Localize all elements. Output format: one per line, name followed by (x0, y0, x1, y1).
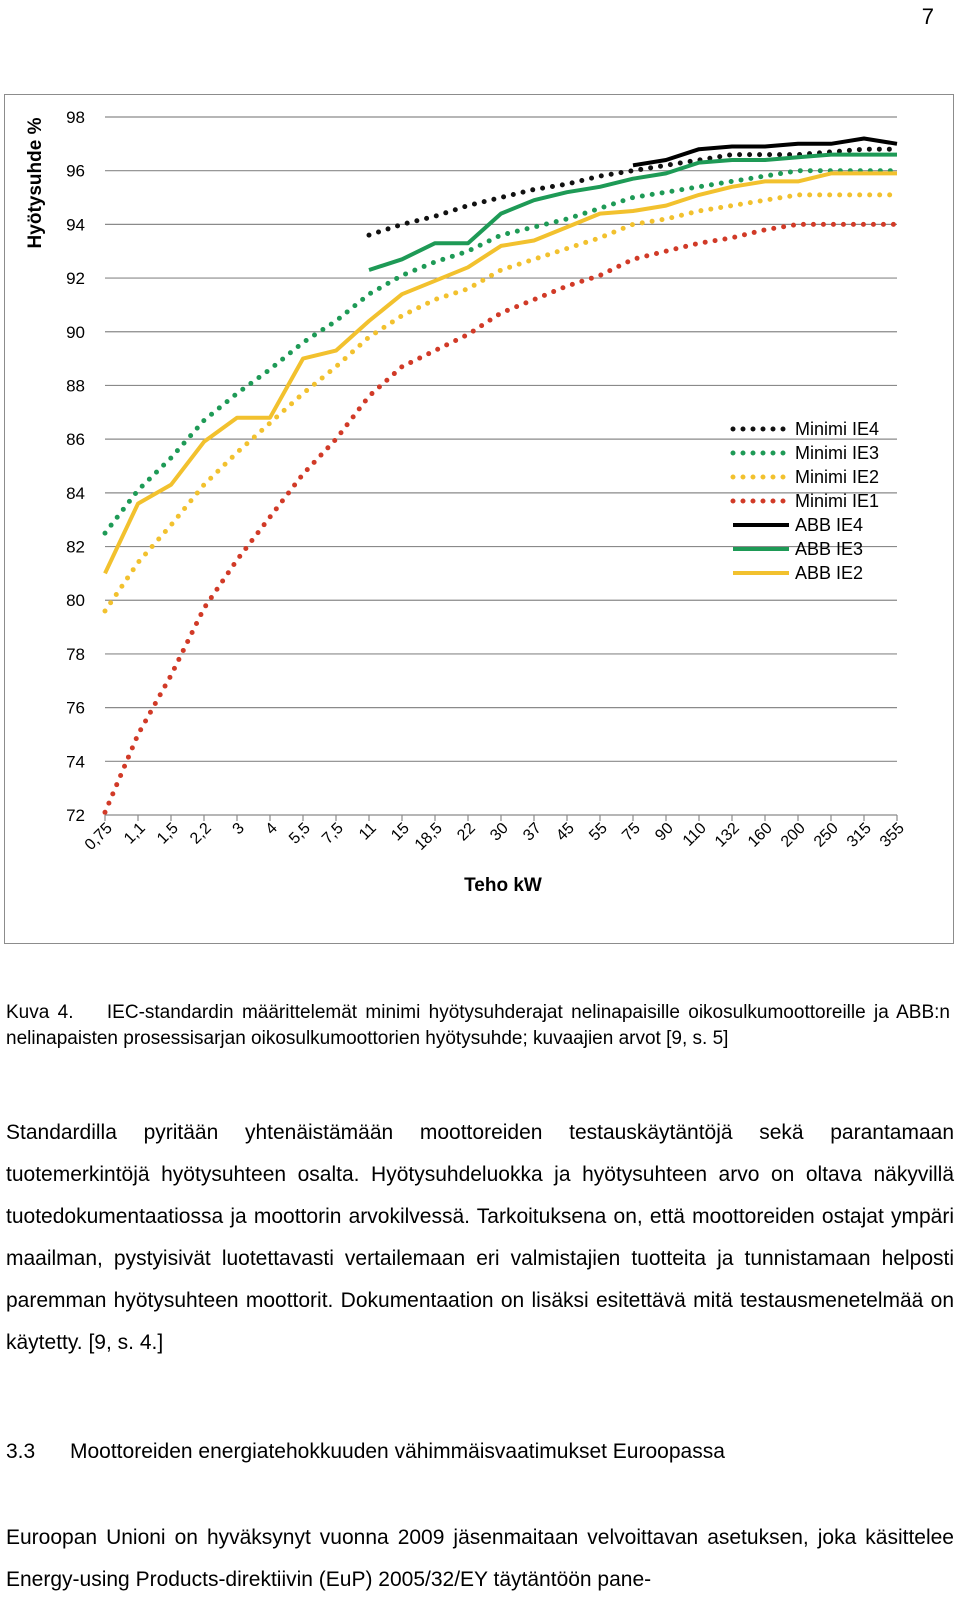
x-tick-label: 11 (356, 820, 380, 844)
paragraph-eu: Euroopan Unioni on hyväksynyt vuonna 200… (6, 1526, 954, 1591)
series-line (632, 136, 898, 168)
x-tick-label: 160 (745, 820, 776, 851)
x-tick-label: 0,75 (82, 820, 116, 854)
x-tick-label: 7,5 (319, 820, 347, 848)
legend-label: ABB IE2 (795, 563, 863, 583)
x-axis-label: Teho kW (464, 875, 542, 896)
figure-caption: Kuva 4. IEC-standardin määrittelemät min… (6, 1000, 950, 1052)
caption-text: IEC-standardin määrittelemät minimi hyöt… (6, 1002, 950, 1049)
y-tick-label: 86 (66, 430, 85, 449)
page-number: 7 (921, 4, 934, 29)
x-tick-label: 30 (487, 820, 512, 845)
legend-label: ABB IE4 (795, 515, 863, 535)
y-tick-label: 96 (66, 162, 85, 181)
x-tick-label: 250 (811, 820, 842, 851)
series-line (102, 168, 900, 536)
y-tick-label: 84 (66, 484, 85, 503)
grid-lines (104, 116, 898, 821)
y-axis-label: Hyötysuhde % (25, 117, 46, 248)
legend-label: Minimi IE4 (795, 419, 879, 439)
series-line (102, 221, 900, 815)
x-tick-label: 37 (520, 820, 545, 845)
series-line (368, 152, 897, 272)
x-tick-label: 200 (778, 820, 809, 851)
series-line (103, 171, 897, 575)
legend-label: Minimi IE3 (795, 443, 879, 463)
y-tick-labels: 72 74 76 78 80 82 84 86 88 90 92 94 96 98 (66, 108, 85, 825)
x-tick-label: 15 (388, 820, 413, 845)
x-tick-label: 90 (652, 820, 677, 845)
y-tick-label: 80 (66, 591, 85, 610)
section-heading: 3.3 Moottoreiden energiatehokkuuden vähim… (6, 1440, 725, 1464)
section-title: Moottoreiden energiatehokkuuden vähimmäi… (70, 1440, 725, 1463)
paragraph-standard: Standardilla pyritään yhtenäistämään moo… (6, 1121, 954, 1354)
y-tick-label: 72 (66, 806, 85, 825)
x-tick-label: 75 (619, 820, 644, 845)
legend-label: Minimi IE2 (795, 467, 879, 487)
x-tick-label: 4 (263, 820, 281, 838)
x-tick-label: 45 (553, 820, 578, 845)
y-tick-label: 90 (66, 323, 85, 342)
section-number: 3.3 (6, 1440, 36, 1463)
x-tick-label: 315 (844, 820, 875, 851)
x-tick-label: 355 (877, 820, 908, 851)
legend-label: Minimi IE1 (795, 491, 879, 511)
y-tick-label: 98 (66, 108, 85, 127)
series-lines (102, 136, 900, 815)
series-line (102, 192, 900, 614)
x-tick-label: 2,2 (187, 820, 215, 848)
y-tick-label: 94 (66, 215, 85, 234)
y-tick-label: 82 (66, 538, 85, 557)
x-tick-label: 110 (680, 820, 710, 850)
x-tick-label: 18,5 (412, 820, 446, 854)
y-tick-label: 92 (66, 269, 85, 288)
x-tick-label: 22 (454, 820, 479, 845)
x-tick-label: 5,5 (286, 820, 314, 848)
series-line (366, 146, 900, 238)
x-tick-label: 1,5 (154, 820, 182, 848)
efficiency-chart: 72 74 76 78 80 82 84 86 88 90 92 94 96 98 0,75 1,1 1,5 2… (4, 94, 954, 944)
y-tick-label: 78 (66, 645, 85, 664)
y-tick-label: 76 (66, 699, 85, 718)
x-tick-label: 132 (712, 820, 743, 851)
legend-label: ABB IE3 (795, 539, 863, 559)
caption-label: Kuva 4. (6, 1002, 74, 1023)
x-tick-label: 3 (230, 820, 248, 838)
x-tick-label: 1,1 (121, 820, 149, 848)
y-tick-label: 74 (66, 752, 85, 771)
x-tick-label: 55 (586, 820, 611, 845)
legend: Minimi IE4 Minimi IE3 Minimi IE2 Minimi IE1… (730, 419, 879, 583)
y-tick-label: 88 (66, 376, 85, 395)
